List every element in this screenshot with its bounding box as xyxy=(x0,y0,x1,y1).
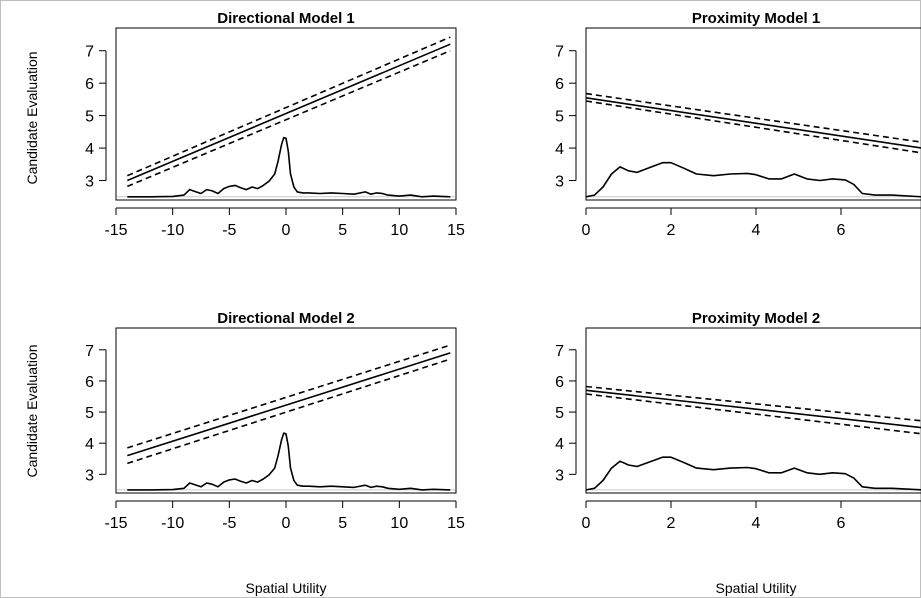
x-tick-label: 15 xyxy=(447,515,465,532)
y-tick-label: 6 xyxy=(85,76,94,93)
y-tick-label: 7 xyxy=(555,343,564,360)
x-tick-label: -10 xyxy=(161,515,184,532)
x-axis-label-left: Spatial Utility xyxy=(246,580,327,596)
density-line xyxy=(585,456,921,491)
y-tick-label: 7 xyxy=(85,343,94,360)
fit-line xyxy=(126,43,451,182)
x-tick-label: 4 xyxy=(752,515,761,532)
panel-title-directional-2: Directional Model 2 xyxy=(217,310,355,327)
x-tick-label: -5 xyxy=(222,515,236,532)
panel-proximity-model-1: 3456702468 xyxy=(555,27,921,239)
x-tick-label: 6 xyxy=(837,222,846,239)
confidence-band-upper xyxy=(585,92,921,143)
confidence-band-lower xyxy=(126,49,451,188)
x-tick-label: 2 xyxy=(667,515,676,532)
y-tick-label: 6 xyxy=(555,76,564,93)
panel-proximity-model-2: 3456702468 xyxy=(555,327,921,532)
panel-title-proximity-2: Proximity Model 2 xyxy=(692,310,820,327)
y-tick-label: 3 xyxy=(85,467,94,484)
fit-line xyxy=(127,352,451,457)
y-tick-label: 7 xyxy=(555,44,564,61)
panel-directional-model-2: 3 4 5 6 7 -15 -10 -5 0 5 10 15 xyxy=(85,327,465,532)
x-tick-label: 5 xyxy=(338,222,347,239)
y-tick-label: 6 xyxy=(555,374,564,391)
x-tick-label: -15 xyxy=(104,515,127,532)
x-axis-label-right: Spatial Utility xyxy=(716,580,797,596)
y-tick-label: 4 xyxy=(85,436,94,453)
plot-box xyxy=(585,27,921,201)
x-tick-label: 10 xyxy=(390,222,408,239)
y-tick-label: 3 xyxy=(555,467,564,484)
y-tick-label: 5 xyxy=(555,109,564,126)
confidence-band-upper xyxy=(127,344,451,449)
density-line xyxy=(127,432,451,491)
x-tick-label: -5 xyxy=(222,222,236,239)
confidence-band-lower xyxy=(585,393,921,435)
confidence-band-lower xyxy=(585,100,921,154)
x-tick-label: 6 xyxy=(837,515,846,532)
plot-box xyxy=(115,27,457,201)
panel-title-directional-1: Directional Model 1 xyxy=(217,10,355,27)
x-tick-label: 10 xyxy=(390,515,408,532)
y-tick-label: 4 xyxy=(555,141,564,158)
x-tick-label: -15 xyxy=(104,222,127,239)
confidence-band-lower xyxy=(127,358,451,465)
confidence-band-upper xyxy=(585,385,921,422)
y-tick-label: 3 xyxy=(85,174,94,191)
x-tick-label: 4 xyxy=(752,222,761,239)
y-tick-label: 4 xyxy=(555,436,564,453)
plot-box xyxy=(115,327,457,494)
y-tick-label: 7 xyxy=(85,44,94,61)
confidence-band-upper xyxy=(126,36,451,177)
x-tick-label: 0 xyxy=(282,222,291,239)
y-axis-label-top: Candidate Evaluation xyxy=(24,51,40,184)
fit-line xyxy=(585,97,921,149)
x-tick-label: 2 xyxy=(667,222,676,239)
y-tick-label: 3 xyxy=(555,174,564,191)
y-axis-label-bottom: Candidate Evaluation xyxy=(24,344,40,477)
x-tick-label: 0 xyxy=(282,515,291,532)
fit-line xyxy=(585,389,921,429)
panel-directional-model-1: 3 4 5 6 7 -15 -10 -5 0 5 10 15 xyxy=(85,27,465,239)
y-tick-label: 5 xyxy=(85,405,94,422)
panel-title-proximity-1: Proximity Model 1 xyxy=(692,10,820,27)
y-tick-label: 5 xyxy=(85,109,94,126)
x-tick-label: 5 xyxy=(338,515,347,532)
density-line xyxy=(127,136,451,198)
x-tick-label: 0 xyxy=(582,515,591,532)
x-tick-label: -10 xyxy=(161,222,184,239)
x-tick-label: 15 xyxy=(447,222,465,239)
y-tick-label: 4 xyxy=(85,141,94,158)
density-line xyxy=(585,161,921,198)
plot-box xyxy=(585,327,921,494)
y-tick-label: 5 xyxy=(555,405,564,422)
y-tick-label: 6 xyxy=(85,374,94,391)
x-tick-label: 0 xyxy=(582,222,591,239)
